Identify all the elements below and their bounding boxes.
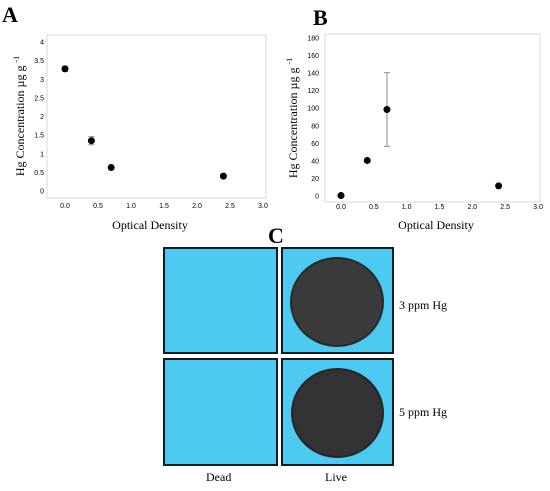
a-data-point-1 (61, 65, 69, 73)
a-x-tick-label: 0.0 (60, 203, 70, 210)
biofilm-disc-5ppm (291, 368, 384, 458)
b-y-axis-title-exponent: -1 (285, 58, 294, 65)
b-y-axis-title-text: Hg Concentration µg g (286, 65, 300, 179)
b-data-point-4 (495, 182, 503, 190)
a-y-axis-title-text: Hg Concentration µg g (13, 63, 27, 177)
a-y-axis-title-exponent: -1 (12, 56, 21, 63)
chart-b: 0.0 0.5 1.0 1.5 2.0 2.5 3.0 0 20 40 60 80 100 120 140 1… (285, 33, 543, 232)
live-3ppm-tile (281, 247, 394, 354)
column-label-dead: Dead (206, 470, 232, 484)
a-data-point-4 (219, 172, 227, 180)
dead-3ppm-tile (163, 247, 278, 354)
b-x-tick-label: 0.5 (369, 204, 379, 211)
b-y-tick-label: 180 (307, 36, 319, 43)
b-y-tick-label: 160 (307, 53, 319, 60)
a-y-tick-label: 3 (40, 77, 44, 84)
a-y-tick-label: 2 (40, 114, 44, 121)
a-y-tick-label: 0 (40, 189, 44, 196)
live-5ppm-tile (281, 358, 394, 466)
b-plot-frame (324, 33, 541, 203)
a-x-tick-label: 2.5 (225, 203, 235, 210)
a-x-tick-label: 2.0 (192, 203, 202, 210)
b-x-tick-label: 2.0 (467, 204, 477, 211)
a-y-tick-label: 3.5 (34, 58, 44, 65)
a-data-point-2 (87, 137, 95, 145)
a-y-tick-label: 2.5 (34, 95, 44, 102)
b-data-point-1 (337, 192, 345, 200)
b-y-tick-label: 0 (315, 194, 319, 201)
row-label-5ppm: 5 ppm Hg (399, 405, 447, 419)
row-label-3ppm: 3 ppm Hg (399, 298, 447, 312)
b-x-tick-label: 1.0 (402, 204, 412, 211)
a-y-tick-label: 0.5 (34, 170, 44, 177)
b-x-axis-title: Optical Density (398, 218, 474, 232)
b-y-tick-label: 120 (307, 88, 319, 95)
dead-5ppm-tile (163, 358, 278, 466)
b-y-tick-label: 140 (307, 71, 319, 78)
column-label-live: Live (325, 470, 347, 484)
b-x-tick-label: 3.0 (533, 204, 543, 211)
b-y-tick-label: 40 (311, 158, 319, 165)
a-x-tick-label: 1.5 (159, 203, 169, 210)
b-x-tick-label: 0.0 (336, 204, 346, 211)
b-y-tick-label: 80 (311, 123, 319, 130)
b-data-point-2 (363, 156, 371, 164)
b-data-point-3 (383, 106, 391, 114)
b-x-tick-label: 1.5 (435, 204, 445, 211)
a-y-tick-label: 1.5 (34, 133, 44, 140)
a-x-tick-label: 3.0 (258, 203, 268, 210)
b-y-tick-label: 20 (311, 176, 319, 183)
b-x-tick-label: 2.5 (500, 204, 510, 211)
a-plot-frame (46, 34, 267, 199)
a-y-tick-label: 4 (40, 40, 44, 47)
b-y-axis-title: Hg Concentration µg g -1 (285, 58, 300, 178)
panel-label-c: C (268, 223, 284, 248)
a-data-point-3 (107, 164, 115, 172)
biofilm-disc-3ppm (290, 257, 384, 347)
a-x-tick-label: 0.5 (93, 203, 103, 210)
panel-label-a: A (2, 2, 18, 27)
a-x-tick-label: 1.0 (126, 203, 136, 210)
panel-label-b: B (313, 5, 328, 30)
a-y-tick-label: 1 (40, 151, 44, 158)
a-y-axis-title: Hg Concentration µg g -1 (12, 56, 27, 176)
b-y-tick-label: 100 (307, 106, 319, 113)
chart-a: 0.0 0.5 1.0 1.5 2.0 2.5 3.0 0 0.5 1 1.5 2 2.5 3 3.5 4 Op… (12, 34, 268, 232)
a-x-axis-title: Optical Density (112, 218, 188, 232)
b-y-tick-label: 60 (311, 141, 319, 148)
